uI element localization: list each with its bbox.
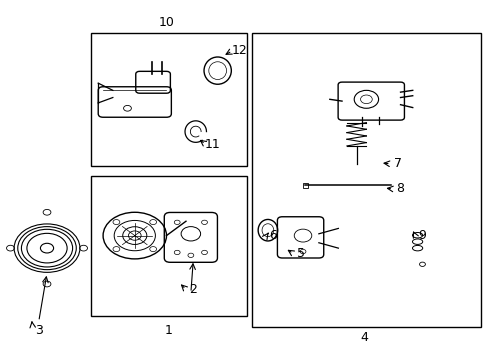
Bar — [91, 33, 246, 166]
Text: 12: 12 — [231, 44, 247, 57]
Bar — [251, 33, 480, 327]
Text: 11: 11 — [204, 138, 220, 150]
Text: 5: 5 — [296, 247, 304, 260]
Bar — [91, 176, 246, 316]
Text: 4: 4 — [359, 331, 367, 344]
Text: 1: 1 — [164, 324, 172, 337]
Text: 6: 6 — [268, 229, 276, 242]
Text: 8: 8 — [396, 183, 404, 195]
Text: 2: 2 — [189, 283, 197, 296]
Text: 3: 3 — [35, 324, 42, 337]
Text: 7: 7 — [393, 157, 401, 170]
Text: 9: 9 — [418, 229, 426, 242]
Text: 10: 10 — [158, 16, 174, 29]
